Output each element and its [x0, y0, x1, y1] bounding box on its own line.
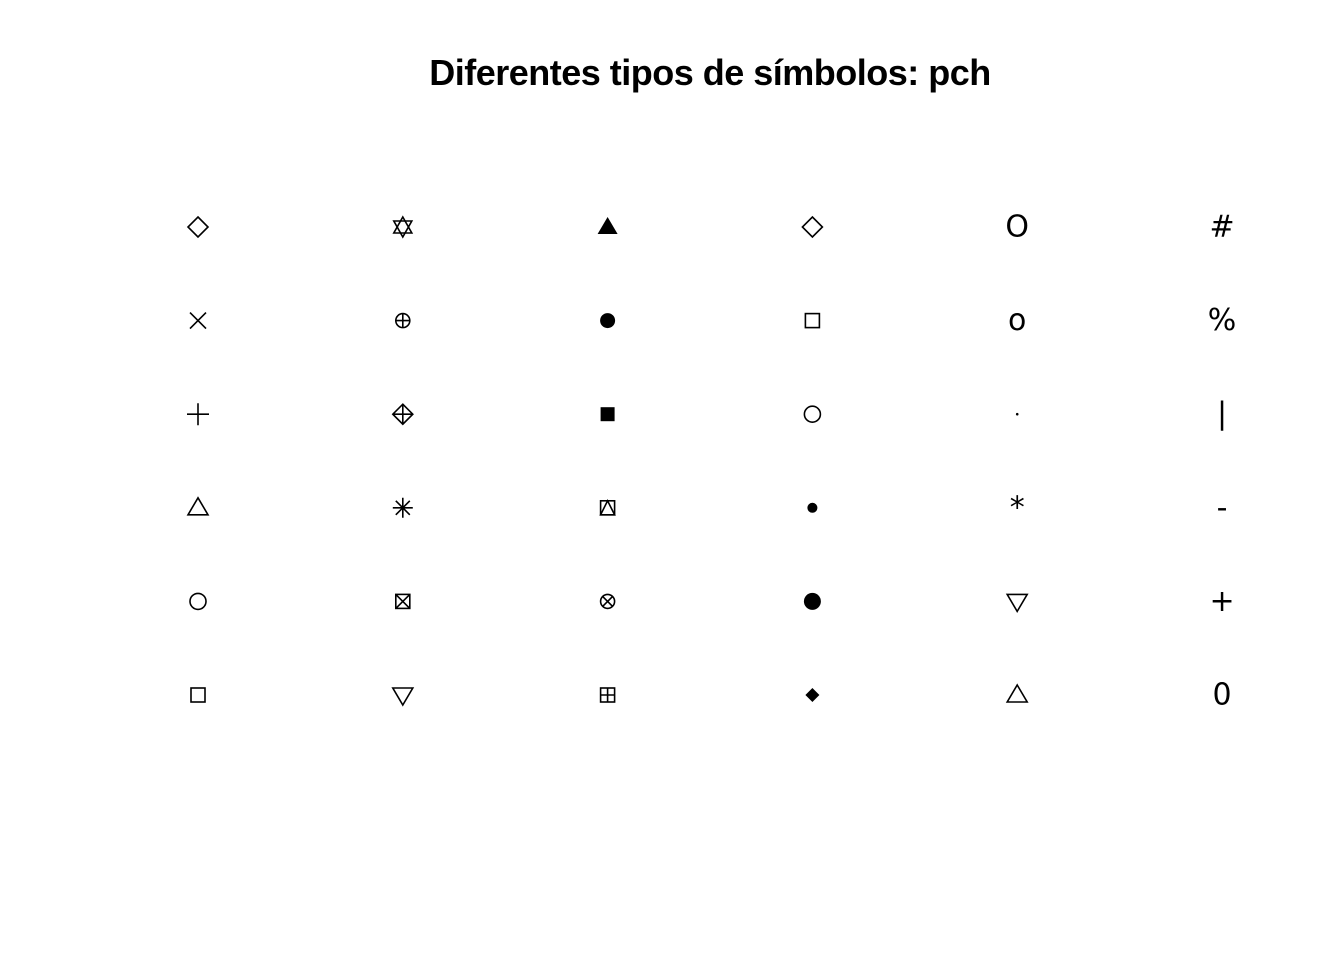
point-symbol-11 — [391, 687, 415, 707]
point-symbol-20 — [803, 405, 822, 424]
point-symbol-25: o — [1008, 303, 1026, 338]
point-symbol-17 — [599, 687, 616, 703]
point-symbol-4 — [189, 592, 207, 611]
point-symbol-7 — [394, 312, 411, 329]
point-symbol-33: - — [1217, 490, 1228, 525]
point-symbol-10 — [394, 593, 411, 610]
point-symbol-15 — [599, 499, 616, 516]
point-symbol-18 — [801, 215, 824, 239]
point-symbol-12 — [597, 217, 618, 234]
svg-text:#: # — [1209, 210, 1234, 245]
point-symbol-28 — [1005, 593, 1029, 613]
svg-text:*: * — [1010, 490, 1025, 525]
point-symbol-26 — [1015, 412, 1019, 416]
point-symbol-0 — [186, 215, 210, 239]
point-symbol-22 — [803, 592, 821, 610]
svg-text:o: o — [1008, 303, 1026, 338]
point-symbol-2 — [187, 403, 209, 426]
svg-text:-: - — [1217, 490, 1228, 525]
point-symbol-31: % — [1208, 303, 1237, 338]
point-symbol-34: + — [1209, 584, 1234, 619]
svg-text:|: | — [1217, 397, 1227, 432]
point-symbol-14 — [600, 407, 615, 422]
points-layer: Oo * #% | - +0 — [186, 210, 1237, 713]
point-symbol-24: O — [1005, 210, 1029, 245]
chart-title: Diferentes tipos de símbolos: pch — [429, 52, 991, 93]
point-symbol-35: 0 — [1212, 678, 1231, 713]
point-symbol-19 — [804, 312, 821, 329]
point-symbol-1 — [189, 312, 207, 330]
point-symbol-29 — [1005, 683, 1029, 703]
point-symbol-16 — [599, 593, 616, 610]
point-symbol-32: | — [1217, 397, 1227, 432]
point-symbol-23 — [805, 688, 820, 702]
point-symbol-27: * — [1010, 490, 1025, 525]
svg-text:0: 0 — [1212, 678, 1231, 713]
svg-text:%: % — [1208, 303, 1237, 338]
point-symbol-13 — [600, 313, 616, 329]
point-symbol-9 — [392, 497, 413, 518]
point-symbol-3 — [186, 496, 210, 516]
svg-text:+: + — [1209, 584, 1234, 619]
point-symbol-6 — [392, 215, 414, 239]
svg-text:O: O — [1005, 210, 1029, 245]
point-symbol-5 — [190, 687, 206, 703]
point-symbol-8 — [391, 403, 414, 426]
point-symbol-30: # — [1209, 210, 1234, 245]
point-symbol-21 — [807, 502, 818, 513]
